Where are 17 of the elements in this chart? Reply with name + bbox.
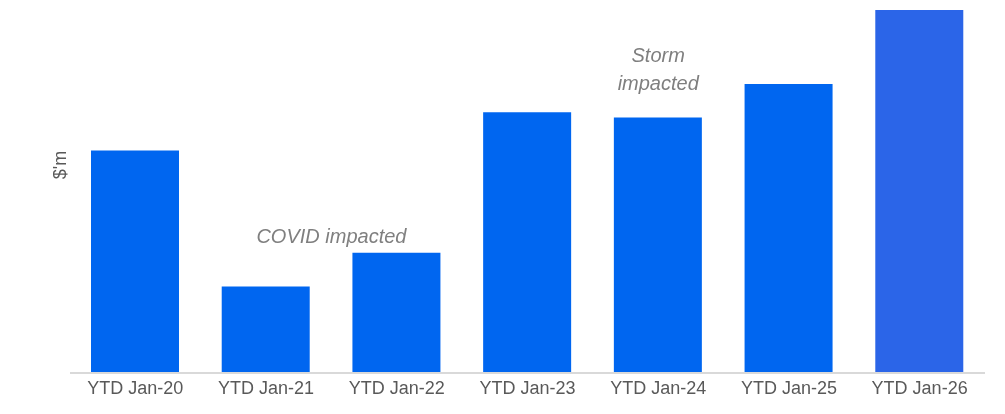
annotation: COVID impacted — [255, 224, 408, 250]
x-tick-label: YTD Jan-26 — [871, 377, 968, 398]
bar — [483, 112, 572, 373]
x-tick-label: YTD Jan-23 — [479, 377, 576, 398]
bar — [613, 117, 702, 373]
x-tick-label: YTD Jan-20 — [87, 377, 184, 398]
bar — [875, 10, 964, 373]
x-tick-label: YTD Jan-24 — [610, 377, 707, 398]
bar — [91, 150, 179, 373]
annotation: Storm impacted — [616, 42, 701, 96]
x-tick-label: YTD Jan-22 — [348, 377, 445, 398]
x-tick-label: YTD Jan-25 — [740, 377, 837, 398]
bar — [744, 84, 833, 373]
x-tick-label: YTD Jan-21 — [218, 377, 315, 398]
bar — [352, 252, 441, 373]
y-axis-title: $'m — [49, 150, 71, 180]
bar — [221, 286, 310, 373]
